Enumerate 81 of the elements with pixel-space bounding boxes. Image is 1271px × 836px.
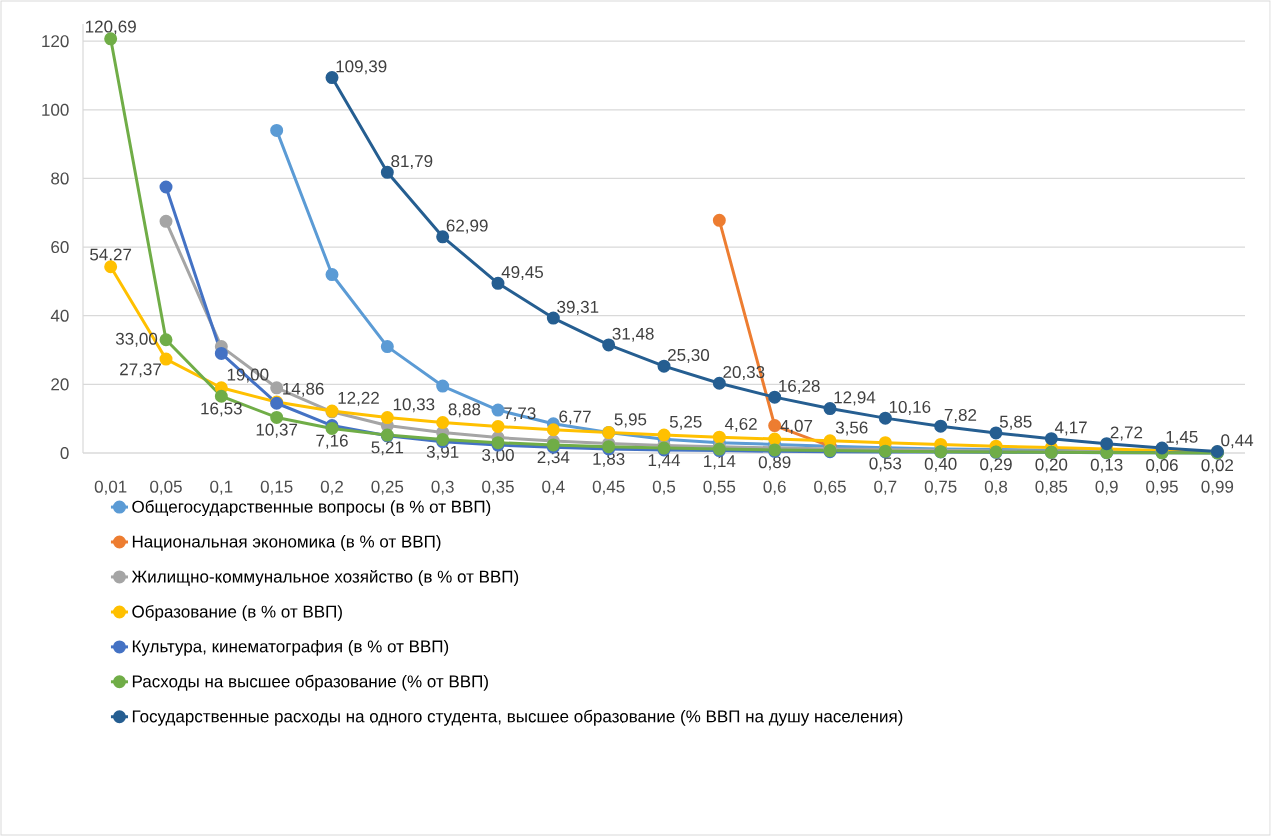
data-label: 10,16 xyxy=(889,400,931,415)
data-label: 0,02 xyxy=(1201,459,1234,474)
data-label: 3,91 xyxy=(426,445,459,460)
data-label: 12,22 xyxy=(338,391,379,406)
data-label: 5,95 xyxy=(614,413,647,428)
data-label: 1,83 xyxy=(593,452,625,467)
data-label: 4,17 xyxy=(1054,421,1087,436)
data-label: 7,16 xyxy=(316,434,348,449)
y-tick-label: 100 xyxy=(42,103,69,116)
y-tick-label: 40 xyxy=(50,309,69,322)
data-label: 2,72 xyxy=(1110,426,1143,441)
x-tick-label: 0,2 xyxy=(320,480,343,495)
x-tick-label: 0,8 xyxy=(984,480,1008,495)
data-label: 1,44 xyxy=(648,454,681,469)
data-label: 1,14 xyxy=(704,455,736,470)
data-label: 14,86 xyxy=(283,382,324,397)
data-label: 1,45 xyxy=(1166,430,1198,445)
data-label: 4,62 xyxy=(724,417,757,432)
x-tick-label: 0,65 xyxy=(814,480,846,495)
legend-label: Образование (в % от ВВП) xyxy=(132,605,342,621)
data-label: 0,40 xyxy=(924,457,957,472)
y-tick-label: 20 xyxy=(51,378,69,391)
data-label: 10,37 xyxy=(256,423,298,438)
data-label: 5,21 xyxy=(371,441,404,456)
x-tick-label: 0,35 xyxy=(482,480,514,495)
data-label: 120,69 xyxy=(85,20,136,35)
x-tick-label: 0,1 xyxy=(210,480,233,495)
x-tick-label: 0,45 xyxy=(592,480,625,495)
data-label: 3,56 xyxy=(835,421,868,436)
data-label: 49,45 xyxy=(501,266,544,281)
data-label: 0,06 xyxy=(1146,458,1178,474)
data-label: 2,34 xyxy=(537,451,570,466)
x-tick-label: 0,95 xyxy=(1146,480,1178,495)
data-label: 10,33 xyxy=(393,398,435,413)
data-label: 81,79 xyxy=(391,155,433,170)
y-tick-label: 120 xyxy=(42,35,69,48)
x-tick-label: 0,5 xyxy=(652,480,676,495)
legend-label: Расходы на высшее образование (% от ВВП) xyxy=(132,674,488,691)
data-label: 5,25 xyxy=(669,415,702,430)
y-tick-label: 80 xyxy=(51,172,69,185)
data-label: 31,48 xyxy=(612,327,654,342)
data-label: 5,85 xyxy=(999,415,1032,430)
y-tick-label: 60 xyxy=(51,241,69,254)
data-label: 16,53 xyxy=(201,402,242,417)
legend-label: Государственные расходы на одного студента, высшее образование (% ВВП на душу населения) xyxy=(132,709,903,726)
data-label: 0,89 xyxy=(758,456,791,471)
data-label: 27,37 xyxy=(120,363,161,378)
data-label: 54,27 xyxy=(90,248,132,263)
legend-label: Культура, кинематография (в % от ВВП) xyxy=(132,639,449,656)
data-label: 39,31 xyxy=(557,300,599,315)
data-label: 0,29 xyxy=(980,458,1012,473)
data-label: 0,44 xyxy=(1221,434,1254,449)
x-tick-label: 0,9 xyxy=(1095,480,1118,495)
data-label: 25,30 xyxy=(668,348,710,363)
x-tick-label: 0,05 xyxy=(150,480,182,495)
x-tick-label: 0,85 xyxy=(1035,480,1068,495)
y-tick-label: 0 xyxy=(60,446,69,460)
data-label: 12,94 xyxy=(834,391,876,406)
legend-label: Жилищно-коммунальное хозяйство (в % от ВВП) xyxy=(131,569,519,587)
data-label: 0,20 xyxy=(1035,458,1068,473)
x-tick-label: 0,01 xyxy=(94,480,127,495)
data-label: 0,53 xyxy=(869,457,902,472)
data-label: 0,13 xyxy=(1090,458,1123,473)
x-tick-label: 0,25 xyxy=(371,480,404,495)
data-label: 109,39 xyxy=(336,60,387,75)
x-tick-label: 0,3 xyxy=(431,480,454,495)
x-tick-label: 0,55 xyxy=(703,480,736,495)
data-label: 8,88 xyxy=(448,403,481,418)
data-label: 62,99 xyxy=(446,219,488,234)
legend-label: Общегосударственные вопросы (в % от ВВП) xyxy=(132,500,491,517)
x-tick-label: 0,15 xyxy=(260,480,293,495)
data-label: 7,82 xyxy=(944,408,977,423)
x-tick-label: 0,75 xyxy=(924,480,957,495)
x-tick-label: 0,99 xyxy=(1201,480,1234,495)
x-tick-label: 0,6 xyxy=(763,480,786,495)
data-label: 16,28 xyxy=(779,379,820,394)
data-label: 6,77 xyxy=(559,410,591,425)
x-tick-label: 0,4 xyxy=(542,480,565,495)
data-label: 3,00 xyxy=(482,448,514,463)
legend-label: Национальная экономика (в % от ВВП) xyxy=(132,535,441,551)
x-tick-label: 0,7 xyxy=(874,480,897,495)
